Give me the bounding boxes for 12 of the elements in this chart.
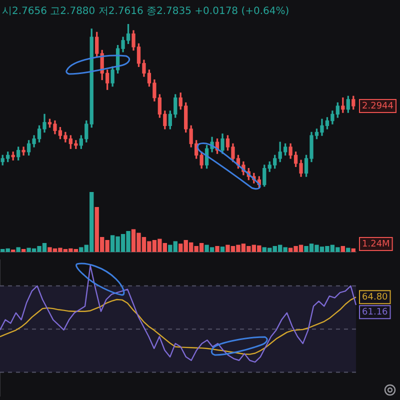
bar: [220, 246, 225, 252]
bar: [340, 246, 346, 252]
data-label: 64.80: [362, 292, 388, 302]
bar: [21, 249, 26, 252]
bar: [215, 246, 220, 252]
bar: [351, 248, 356, 252]
bar: [16, 247, 20, 252]
text: 1.24M: [362, 239, 390, 250]
data-label: 61.16: [362, 307, 388, 318]
chart-title: 시2.7656 고2.7880 저2.7616 종2.7835 +0.0178 (+0.64%): [1, 5, 290, 19]
text: 2.2944: [362, 101, 394, 112]
bar: [346, 248, 350, 252]
